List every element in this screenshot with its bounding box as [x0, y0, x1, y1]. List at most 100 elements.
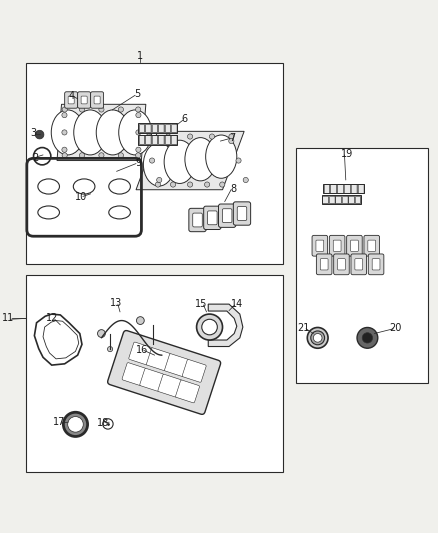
Circle shape — [118, 153, 124, 158]
FancyBboxPatch shape — [122, 362, 146, 385]
Circle shape — [357, 327, 378, 348]
FancyBboxPatch shape — [193, 213, 202, 227]
Circle shape — [136, 130, 141, 135]
Bar — [138, 135, 177, 144]
Ellipse shape — [206, 135, 237, 178]
Bar — [139, 136, 144, 144]
Circle shape — [202, 319, 217, 335]
FancyBboxPatch shape — [355, 259, 363, 270]
Bar — [138, 124, 144, 132]
Text: 15: 15 — [195, 299, 208, 309]
Bar — [171, 124, 177, 132]
FancyBboxPatch shape — [91, 92, 104, 108]
Bar — [351, 184, 357, 193]
Bar — [345, 185, 350, 192]
Bar — [152, 136, 157, 144]
FancyBboxPatch shape — [129, 342, 153, 365]
Bar — [159, 124, 163, 132]
Text: 11: 11 — [2, 313, 14, 324]
FancyBboxPatch shape — [350, 240, 358, 252]
Ellipse shape — [109, 206, 131, 219]
FancyBboxPatch shape — [329, 236, 345, 256]
Bar — [171, 135, 177, 144]
Bar — [323, 184, 364, 193]
FancyBboxPatch shape — [219, 204, 236, 228]
FancyBboxPatch shape — [338, 259, 345, 270]
Ellipse shape — [119, 110, 152, 155]
Bar — [349, 196, 353, 203]
Text: 4: 4 — [68, 91, 74, 101]
Circle shape — [35, 130, 44, 139]
Text: 20: 20 — [389, 323, 402, 333]
FancyBboxPatch shape — [182, 359, 206, 382]
Bar — [138, 123, 177, 133]
Circle shape — [62, 107, 67, 112]
Bar — [145, 124, 150, 132]
Bar — [204, 218, 206, 222]
Circle shape — [107, 346, 113, 352]
Text: 7: 7 — [229, 133, 235, 143]
Bar — [145, 136, 150, 144]
Bar — [351, 185, 357, 192]
Bar — [172, 124, 176, 132]
Bar — [322, 196, 328, 204]
Bar — [324, 184, 329, 193]
FancyBboxPatch shape — [364, 236, 379, 256]
FancyBboxPatch shape — [334, 254, 349, 274]
Bar — [145, 124, 151, 132]
Circle shape — [99, 153, 104, 158]
Bar — [165, 136, 170, 144]
FancyBboxPatch shape — [237, 207, 247, 221]
Ellipse shape — [38, 179, 60, 194]
Text: 19: 19 — [340, 149, 353, 159]
Text: 13: 13 — [110, 298, 122, 308]
Bar — [338, 185, 343, 192]
Circle shape — [62, 153, 67, 158]
Circle shape — [136, 147, 141, 152]
Circle shape — [197, 314, 223, 340]
Circle shape — [187, 182, 193, 187]
Text: 9: 9 — [135, 158, 141, 168]
FancyBboxPatch shape — [372, 259, 380, 270]
Circle shape — [187, 134, 193, 139]
Circle shape — [170, 182, 176, 187]
FancyBboxPatch shape — [146, 348, 170, 370]
Circle shape — [313, 334, 322, 342]
Ellipse shape — [51, 110, 84, 155]
Bar — [342, 196, 347, 204]
Bar — [158, 135, 164, 144]
Circle shape — [64, 412, 88, 437]
Bar — [26, 63, 283, 264]
Text: 3: 3 — [31, 128, 37, 138]
Circle shape — [155, 182, 160, 187]
FancyBboxPatch shape — [94, 96, 100, 104]
FancyBboxPatch shape — [351, 254, 367, 274]
Bar — [296, 148, 428, 383]
FancyBboxPatch shape — [158, 374, 182, 397]
Circle shape — [62, 112, 67, 118]
Bar — [158, 124, 164, 132]
Circle shape — [209, 134, 215, 139]
Circle shape — [68, 417, 83, 432]
Circle shape — [98, 329, 105, 337]
Circle shape — [136, 153, 141, 158]
Text: 12: 12 — [46, 313, 59, 324]
Circle shape — [307, 327, 328, 348]
Text: 16: 16 — [135, 344, 148, 354]
Bar — [145, 135, 151, 144]
Bar — [139, 124, 144, 132]
FancyBboxPatch shape — [65, 92, 78, 108]
Polygon shape — [136, 131, 244, 190]
Bar — [330, 184, 336, 193]
Circle shape — [362, 333, 373, 343]
Ellipse shape — [96, 110, 129, 155]
Text: 6: 6 — [182, 115, 188, 124]
Bar — [219, 216, 221, 220]
FancyBboxPatch shape — [368, 240, 376, 252]
Ellipse shape — [143, 143, 174, 186]
Text: 17: 17 — [53, 417, 65, 427]
Bar — [165, 124, 170, 132]
Bar — [336, 196, 341, 203]
Bar — [329, 196, 335, 204]
Circle shape — [236, 158, 241, 163]
